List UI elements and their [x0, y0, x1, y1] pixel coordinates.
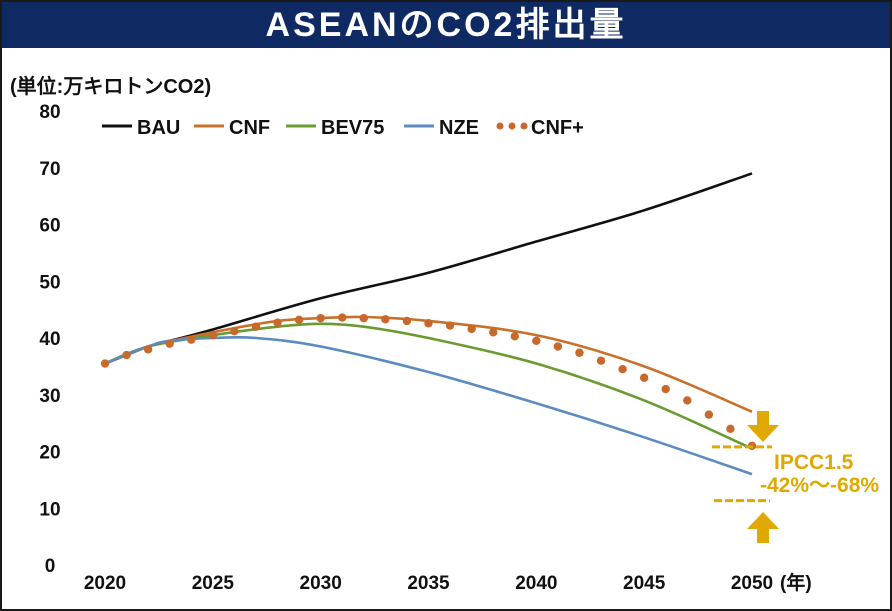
- cnf-plus-point: [424, 319, 433, 328]
- legend-label: CNF+: [531, 117, 584, 139]
- legend-label: BAU: [137, 117, 180, 139]
- cnf-plus-point: [100, 359, 110, 368]
- cnf-plus-point: [683, 396, 692, 405]
- cnf-plus-point: [575, 348, 584, 357]
- legend-marker-dot: [496, 122, 504, 130]
- cnf-plus-point: [338, 313, 347, 322]
- cnf-plus-point: [165, 339, 174, 348]
- y-tick-label: 50: [39, 272, 60, 293]
- cnf-plus-point: [122, 350, 131, 360]
- chart-title: ASEANのCO2排出量: [2, 2, 890, 48]
- cnf-plus-point: [510, 332, 519, 341]
- cnf-plus-point: [143, 345, 153, 354]
- cnf-plus-point: [661, 384, 670, 394]
- x-tick-label: 2030: [300, 573, 342, 594]
- cnf-plus-point: [489, 328, 498, 337]
- legend-label: CNF: [229, 117, 270, 139]
- y-tick-label: 60: [39, 216, 60, 237]
- cnf-plus-point: [726, 424, 735, 433]
- cnf-plus-point: [596, 356, 606, 365]
- x-tick-label: 2025: [192, 573, 235, 594]
- y-axis-unit-label: (単位:万キロトンCO2): [10, 76, 212, 98]
- cnf-plus-point: [208, 330, 218, 340]
- y-tick-label: 30: [39, 386, 60, 407]
- y-tick-label: 80: [39, 102, 60, 123]
- arrow-down-icon: [747, 411, 779, 442]
- x-axis-unit-label: (年): [780, 571, 812, 594]
- cnf-plus-point: [618, 365, 627, 374]
- cnf-plus-point: [553, 342, 563, 351]
- cnf-plus-point: [639, 373, 649, 382]
- cnf-plus-point: [445, 321, 455, 330]
- legend-marker-dot: [520, 122, 528, 130]
- arrow-up-icon: [747, 512, 779, 543]
- cnf-plus-point: [532, 336, 541, 346]
- y-tick-label: 20: [39, 443, 60, 464]
- x-tick-label: 2040: [515, 573, 557, 594]
- cnf-plus-point: [704, 410, 714, 419]
- legend-label: BEV75: [321, 117, 384, 139]
- cnf-plus-point: [230, 326, 239, 336]
- legend-marker-dot: [508, 122, 516, 130]
- ipcc-label: IPCC1.5: [774, 451, 854, 474]
- cnf-plus-point: [294, 315, 304, 325]
- series-line-bev75: [104, 322, 753, 450]
- y-tick-label: 0: [45, 556, 56, 577]
- y-tick-label: 70: [39, 159, 60, 180]
- y-tick-label: 40: [39, 329, 60, 350]
- x-tick-label: 2020: [84, 573, 126, 594]
- cnf-plus-point: [187, 335, 196, 344]
- y-tick-label: 10: [39, 499, 60, 520]
- legend-label: NZE: [439, 117, 479, 139]
- cnf-plus-point: [359, 313, 368, 323]
- cnf-plus-point: [467, 324, 476, 334]
- series-line-cnf: [104, 315, 753, 413]
- x-tick-label: 2045: [623, 573, 666, 594]
- cnf-plus-point: [273, 318, 282, 327]
- x-tick-label: 2035: [407, 573, 450, 594]
- ipcc-range-label: -42%～-68%: [760, 474, 879, 497]
- cnf-plus-point: [381, 315, 390, 324]
- cnf-plus-point: [316, 313, 325, 323]
- x-tick-label: 2050: [731, 573, 773, 594]
- series-line-nze: [104, 335, 753, 476]
- cnf-plus-point: [251, 322, 261, 331]
- cnf-plus-point: [402, 316, 412, 326]
